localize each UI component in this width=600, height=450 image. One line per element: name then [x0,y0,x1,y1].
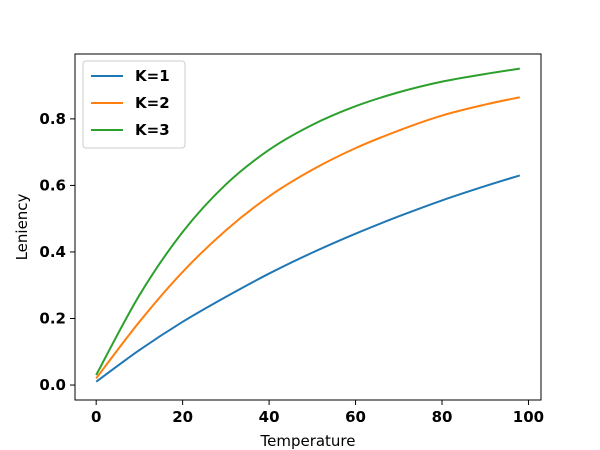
legend-box [82,60,186,149]
x-axis-label: Temperature [259,432,355,450]
series-lines [95,67,521,383]
legend-label: K=3 [135,121,170,139]
legend-label: K=1 [135,67,170,85]
x-tick-label: 20 [172,408,193,426]
series-line-k3 [95,67,520,376]
legend: K=1 K=2 K=3 [82,60,186,149]
plot-frame [74,53,542,401]
legend-label: K=2 [135,94,170,112]
x-axis: 0 20 40 60 80 100 [91,400,544,426]
y-tick-label: 0.6 [39,176,66,194]
x-tick-label: 80 [432,408,453,426]
y-tick-label: 0.2 [39,309,66,327]
y-tick-label: 0.0 [39,376,66,394]
series-line-k2 [95,96,521,379]
y-axis: 0.0 0.2 0.4 0.6 0.8 [39,110,75,394]
series-line-k1 [95,174,521,383]
x-tick-label: 60 [345,408,366,426]
y-axis-label: Leniency [13,193,31,260]
y-tick-label: 0.8 [39,110,66,128]
y-tick-label: 0.4 [39,243,66,261]
x-tick-label: 100 [513,408,544,426]
x-tick-label: 40 [259,408,280,426]
x-tick-label: 0 [91,408,101,426]
